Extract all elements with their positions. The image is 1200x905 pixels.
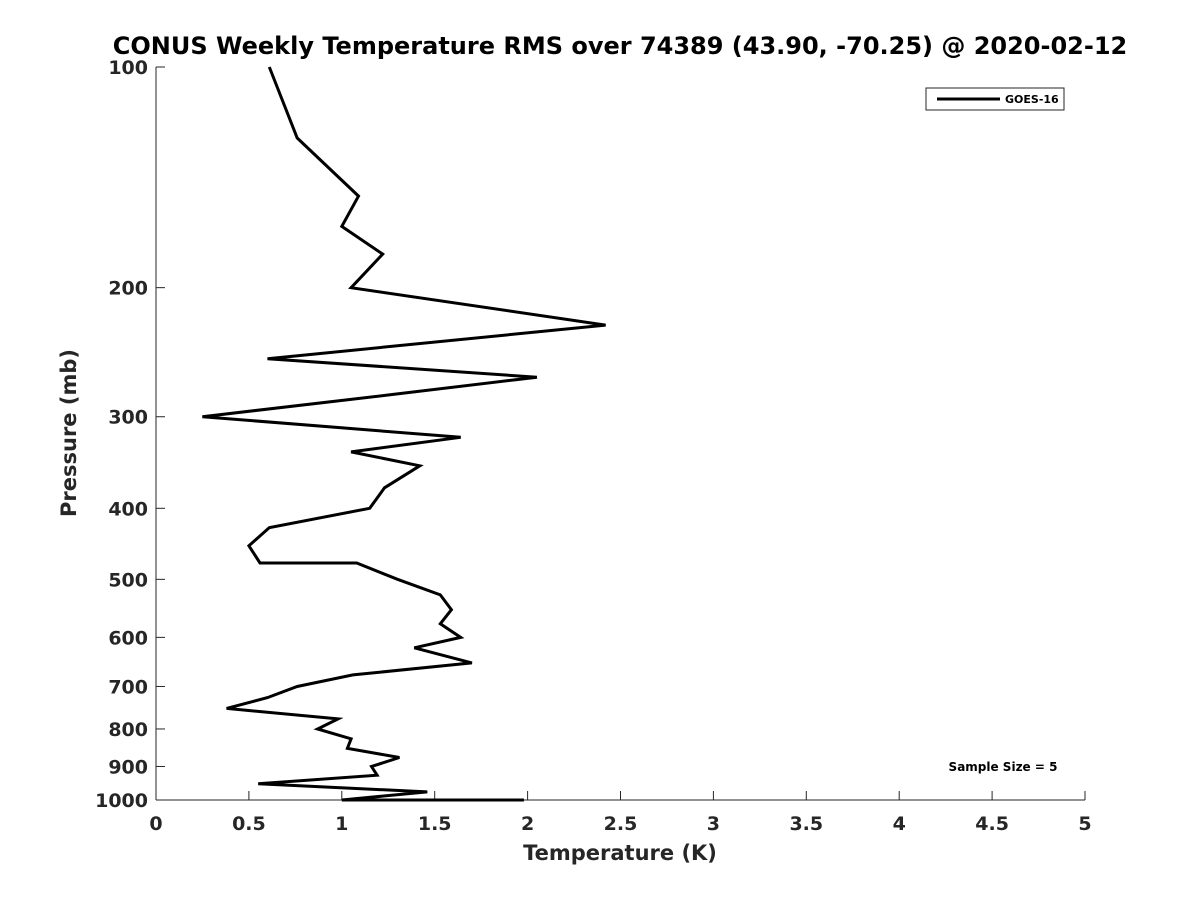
x-tick-label: 0.5 — [232, 813, 266, 835]
series-line-goes16 — [202, 66, 606, 802]
y-tick-label: 900 — [108, 756, 148, 778]
y-tick-label: 700 — [108, 676, 148, 698]
y-tick-label: 800 — [108, 719, 148, 741]
legend-label: GOES-16 — [1005, 93, 1059, 106]
sample-size-annotation: Sample Size = 5 — [949, 760, 1058, 774]
x-tick-label: 3.5 — [789, 813, 823, 835]
x-tick-layer: 0 0.5 1 1.5 2 2.5 3 3.5 4 4.5 5 — [149, 791, 1092, 835]
x-tick-label: 0 — [149, 813, 162, 835]
x-axis-label: Temperature (K) — [523, 841, 717, 865]
y-tick-label: 200 — [108, 278, 148, 300]
chart-title: CONUS Weekly Temperature RMS over 74389 … — [113, 32, 1127, 60]
y-tick-label: 500 — [108, 569, 148, 591]
x-tick-label: 4 — [893, 813, 906, 835]
y-axis-label: Pressure (mb) — [57, 349, 81, 517]
x-tick-label: 4.5 — [975, 813, 1009, 835]
x-tick-label: 3 — [707, 813, 720, 835]
y-tick-label: 1000 — [95, 790, 148, 812]
plot-area — [156, 67, 1085, 800]
x-tick-label: 5 — [1078, 813, 1091, 835]
y-tick-layer: 100 200 300 400 500 600 700 800 900 1000 — [95, 57, 165, 812]
legend: GOES-16 — [925, 87, 1065, 111]
x-tick-label: 1.5 — [418, 813, 452, 835]
x-tick-label: 2.5 — [604, 813, 638, 835]
y-tick-label: 300 — [108, 407, 148, 429]
y-tick-label: 100 — [108, 57, 148, 79]
series-layer — [202, 66, 606, 802]
y-tick-label: 400 — [108, 498, 148, 520]
x-tick-label: 1 — [335, 813, 348, 835]
y-tick-label: 600 — [108, 627, 148, 649]
x-tick-label: 2 — [521, 813, 534, 835]
